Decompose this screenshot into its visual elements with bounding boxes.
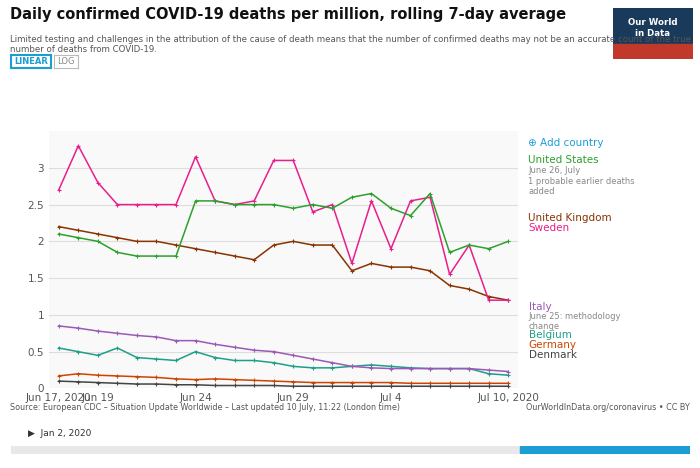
Text: Sweden: Sweden [528, 223, 570, 233]
Text: Italy: Italy [528, 302, 551, 312]
Bar [519, 446, 690, 454]
Text: ▶  Jan 2, 2020: ▶ Jan 2, 2020 [28, 429, 92, 438]
Text: LOG: LOG [57, 57, 75, 66]
Text: Daily confirmed COVID-19 deaths per million, rolling 7-day average: Daily confirmed COVID-19 deaths per mill… [10, 7, 566, 22]
Text: Denmark: Denmark [528, 350, 577, 359]
Text: Germany: Germany [528, 340, 577, 350]
Bar [612, 44, 693, 58]
Text: Limited testing and challenges in the attribution of the cause of death means th: Limited testing and challenges in the at… [10, 35, 692, 54]
Text: United Kingdom: United Kingdom [528, 213, 612, 223]
Text: United States: United States [528, 155, 599, 165]
Text: Our World: Our World [628, 18, 678, 27]
Text: June 26, July
1 probable earlier deaths
added: June 26, July 1 probable earlier deaths … [528, 166, 635, 196]
Text: Belgium: Belgium [528, 330, 571, 340]
Text: June 25: methodology
change: June 25: methodology change [528, 312, 621, 331]
Text: in Data: in Data [636, 29, 671, 38]
Text: ⊕ Add country: ⊕ Add country [528, 138, 604, 148]
Text: LINEAR: LINEAR [14, 57, 48, 66]
Text: Source: European CDC – Situation Update Worldwide – Last updated 10 July, 11:22 : Source: European CDC – Situation Update … [10, 403, 400, 412]
Text: Jul 10, 2020: Jul 10, 2020 [628, 430, 681, 439]
Text: OurWorldInData.org/coronavirus • CC BY: OurWorldInData.org/coronavirus • CC BY [526, 403, 690, 412]
